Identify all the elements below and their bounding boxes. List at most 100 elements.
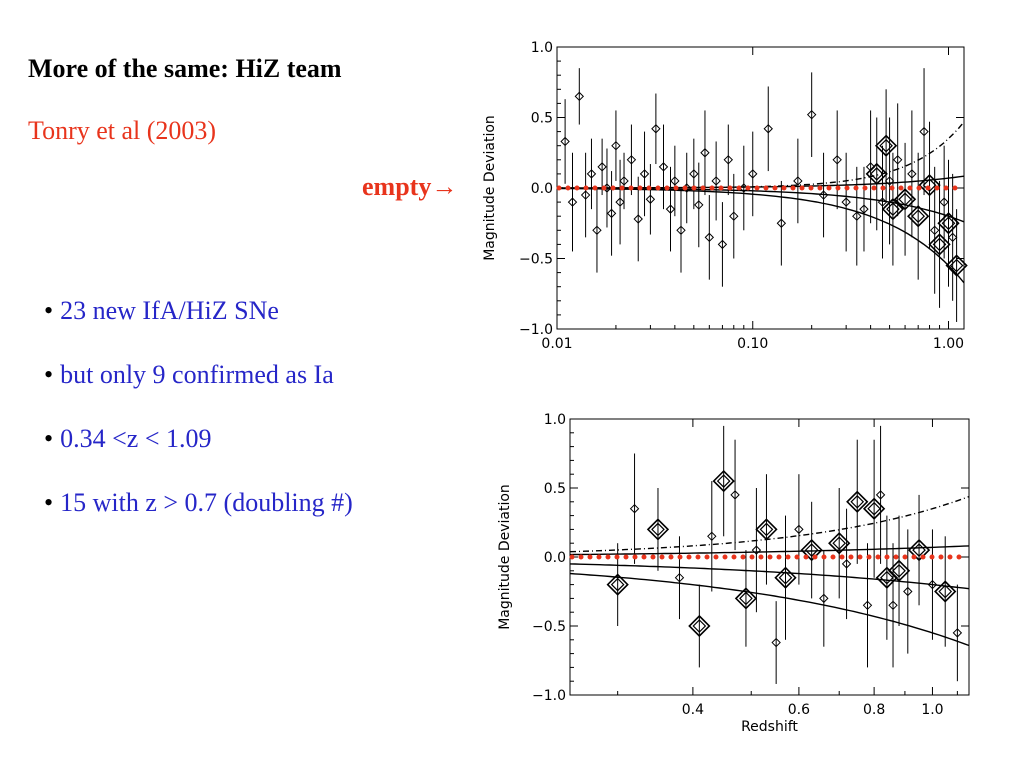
y-tick-label: −0.5 xyxy=(532,619,566,635)
data-point xyxy=(881,198,905,221)
data-point xyxy=(665,204,676,214)
data-point xyxy=(937,212,960,235)
data-point xyxy=(580,190,591,200)
model-curve xyxy=(569,495,970,553)
y-axis-label: Magnitude Deviation xyxy=(482,115,498,261)
slide-subtitle: Tonry et al (2003) xyxy=(28,116,217,145)
data-point xyxy=(952,628,963,638)
data-point xyxy=(751,545,762,555)
data-point xyxy=(645,194,656,204)
data-point-inner xyxy=(938,584,953,599)
bullet-item: • 0.34 <z < 1.09 xyxy=(44,424,353,488)
data-point xyxy=(928,233,951,256)
data-point-inner xyxy=(692,619,707,633)
model-curve xyxy=(569,563,970,590)
y-tick-label: 1.0 xyxy=(544,412,566,428)
data-point xyxy=(875,490,886,500)
data-point-inner xyxy=(880,570,894,585)
data-point xyxy=(717,239,728,250)
data-point xyxy=(639,169,650,179)
data-point xyxy=(755,518,778,541)
y-axis-label: Magnitude Deviation xyxy=(497,484,513,630)
slide-title: More of the same: HiZ team xyxy=(28,54,342,83)
y-tick-label: 0.5 xyxy=(544,481,566,497)
data-point xyxy=(774,566,797,589)
data-point-inner xyxy=(867,501,881,516)
data-point xyxy=(723,155,734,165)
data-point-inner xyxy=(898,192,912,207)
data-point xyxy=(748,169,758,179)
y-tick-label: 0.0 xyxy=(544,550,566,566)
data-point xyxy=(887,559,911,582)
bullet-item: • but only 9 confirmed as Ia xyxy=(44,360,353,424)
data-point xyxy=(939,197,949,207)
data-point xyxy=(903,586,913,597)
data-point xyxy=(907,205,930,228)
data-point xyxy=(606,208,617,219)
data-point-inner xyxy=(879,138,893,153)
data-point xyxy=(615,197,625,207)
data-point xyxy=(629,503,640,514)
data-point xyxy=(927,579,938,590)
data-point xyxy=(688,614,711,638)
data-point xyxy=(793,176,803,186)
bullet-text: but only 9 confirmed as Ia xyxy=(60,360,334,389)
data-point xyxy=(707,531,717,542)
data-point xyxy=(651,124,661,134)
data-point xyxy=(626,155,637,165)
data-point xyxy=(763,124,773,134)
data-point xyxy=(907,169,917,179)
data-point xyxy=(806,109,817,120)
data-point xyxy=(947,232,958,243)
data-point xyxy=(800,538,823,562)
y-tick-label: 0.0 xyxy=(531,181,553,197)
data-point xyxy=(689,169,699,179)
data-point xyxy=(877,197,888,207)
data-point-inner xyxy=(778,570,793,585)
x-tick-label: 0.10 xyxy=(737,336,768,352)
data-point xyxy=(918,174,941,197)
bullet-item: • 23 new IfA/HiZ SNe xyxy=(44,296,353,360)
data-point-inner xyxy=(869,167,884,181)
data-point xyxy=(592,225,602,236)
bullet-dot: • xyxy=(44,296,54,325)
data-point xyxy=(884,176,895,186)
data-point xyxy=(892,155,903,165)
data-point-inner xyxy=(911,209,926,224)
y-tick-label: 0.5 xyxy=(531,111,553,127)
data-point-inner xyxy=(922,178,937,193)
data-point xyxy=(819,593,829,604)
x-tick-label: 1.0 xyxy=(921,702,943,718)
data-point xyxy=(818,190,829,200)
data-point xyxy=(865,162,888,186)
data-point xyxy=(711,176,721,186)
data-point xyxy=(846,490,869,513)
data-point xyxy=(586,169,597,179)
data-point xyxy=(859,204,869,214)
data-point xyxy=(676,225,686,236)
data-point xyxy=(852,211,862,221)
model-curve xyxy=(557,121,965,189)
data-point xyxy=(888,600,898,611)
data-point-inner xyxy=(804,543,819,557)
data-point xyxy=(574,91,585,102)
data-point xyxy=(729,211,739,221)
data-point xyxy=(646,518,670,541)
data-point-inner xyxy=(850,494,865,509)
data-point xyxy=(567,197,578,207)
data-point xyxy=(929,225,940,236)
data-point-inner xyxy=(932,237,947,252)
data-point xyxy=(776,218,787,228)
y-tick-label: −1.0 xyxy=(519,322,553,338)
data-point xyxy=(674,572,685,583)
bullet-text: 0.34 <z < 1.09 xyxy=(60,424,212,453)
bullet-dot: • xyxy=(44,424,54,453)
bullet-text: 15 with z > 0.7 (doubling #) xyxy=(60,488,353,517)
data-point-inner xyxy=(832,536,847,551)
data-point xyxy=(730,490,740,500)
data-point xyxy=(704,232,715,243)
data-point xyxy=(945,254,968,277)
data-point xyxy=(771,637,781,648)
